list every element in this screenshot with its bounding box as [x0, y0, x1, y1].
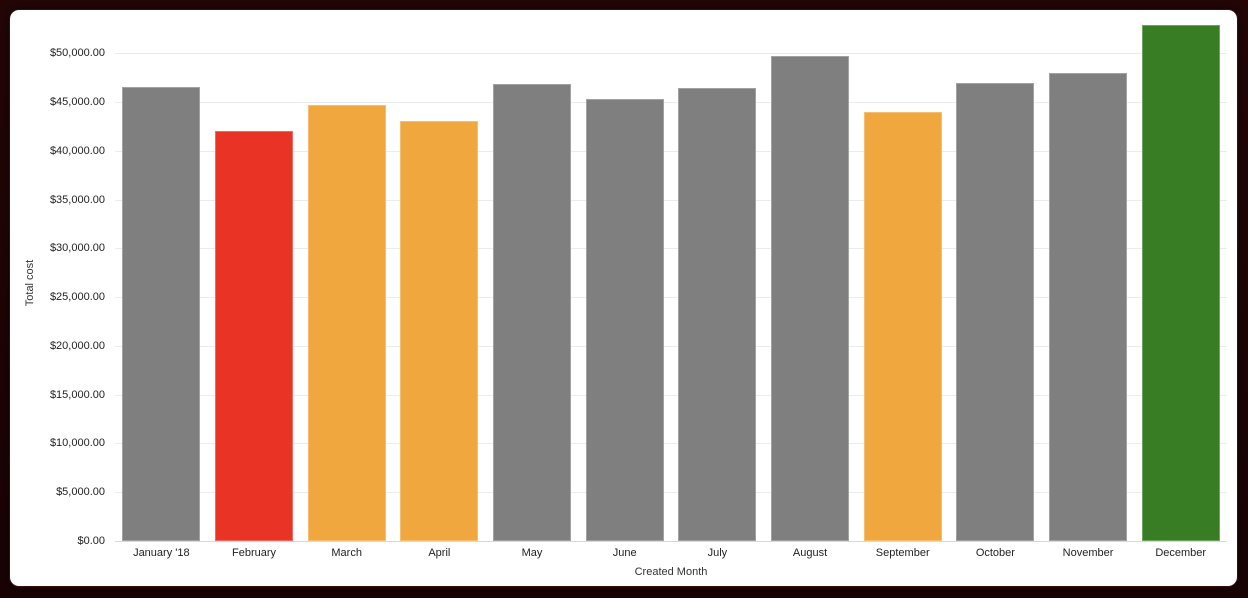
bar-september[interactable] — [863, 111, 942, 541]
gridline — [115, 102, 1227, 104]
gridline — [115, 443, 1227, 445]
y-axis-tick-labels: $0.00 $5,000.00 $10,000.00 $15,000.00 $20,00… — [10, 25, 105, 547]
y-tick-label: $10,000.00 — [49, 437, 105, 450]
y-tick-label: $40,000.00 — [49, 144, 105, 157]
bar-band — [1042, 25, 1135, 541]
bar-band — [671, 25, 764, 541]
plot-area — [115, 25, 1227, 542]
x-tick-label: November — [1062, 547, 1114, 559]
gridline — [115, 53, 1227, 55]
chart-card: Total cost $0.00 $5,000.00 $10,000.00 $15,0… — [10, 10, 1237, 586]
bar-october[interactable] — [956, 82, 1035, 541]
y-tick-label: $45,000.00 — [49, 96, 105, 109]
y-tick-label: $50,000.00 — [49, 47, 105, 60]
bar-band — [393, 25, 486, 541]
bar-band — [486, 25, 579, 541]
bar-band — [949, 25, 1042, 541]
bar-band — [208, 25, 301, 541]
bar-june[interactable] — [585, 99, 664, 541]
y-tick-label: $20,000.00 — [49, 339, 105, 352]
gridline — [115, 345, 1227, 347]
bar-january-18[interactable] — [122, 87, 201, 541]
x-axis-baseline — [115, 541, 1227, 542]
y-tick-label: $30,000.00 — [49, 242, 105, 255]
bar-band — [1134, 25, 1227, 541]
gridline — [115, 199, 1227, 201]
bar-august[interactable] — [771, 56, 849, 541]
bar-band — [115, 25, 208, 541]
x-tick-label: April — [428, 547, 451, 559]
x-tick-label: June — [612, 547, 637, 559]
y-tick-label: $25,000.00 — [49, 291, 105, 304]
x-tick-label: February — [231, 547, 277, 559]
x-tick-label: July — [707, 547, 728, 559]
bar-february[interactable] — [215, 131, 293, 541]
bar-band — [578, 25, 671, 541]
bar-march[interactable] — [307, 105, 386, 541]
x-tick-label: May — [521, 547, 543, 559]
x-tick-label: December — [1155, 547, 1207, 559]
x-axis-tick-labels: January '18 February March April May June July… — [115, 547, 1227, 562]
bar-band — [764, 25, 857, 541]
x-axis-title: Created Month — [634, 566, 708, 578]
x-tick-label: September — [875, 547, 930, 559]
bar-series — [115, 25, 1227, 541]
bar-december[interactable] — [1141, 25, 1220, 541]
x-tick-label: January '18 — [133, 547, 190, 559]
bar-band — [300, 25, 393, 541]
bar-may[interactable] — [493, 83, 571, 541]
gridline — [115, 492, 1227, 494]
x-tick-label: August — [792, 547, 828, 559]
y-tick-label: $0.00 — [77, 535, 105, 547]
gridline — [115, 150, 1227, 152]
bar-july[interactable] — [678, 88, 757, 541]
y-tick-label: $35,000.00 — [49, 193, 105, 206]
bar-november[interactable] — [1049, 72, 1127, 541]
y-tick-label: $15,000.00 — [49, 388, 105, 401]
x-tick-label: October — [975, 547, 1015, 559]
gridline — [115, 297, 1227, 299]
x-tick-label: March — [331, 547, 362, 559]
gridline — [115, 394, 1227, 396]
y-tick-label: $5,000.00 — [56, 486, 105, 499]
bar-april[interactable] — [400, 120, 479, 541]
bar-band — [856, 25, 949, 541]
gridline — [115, 248, 1227, 250]
